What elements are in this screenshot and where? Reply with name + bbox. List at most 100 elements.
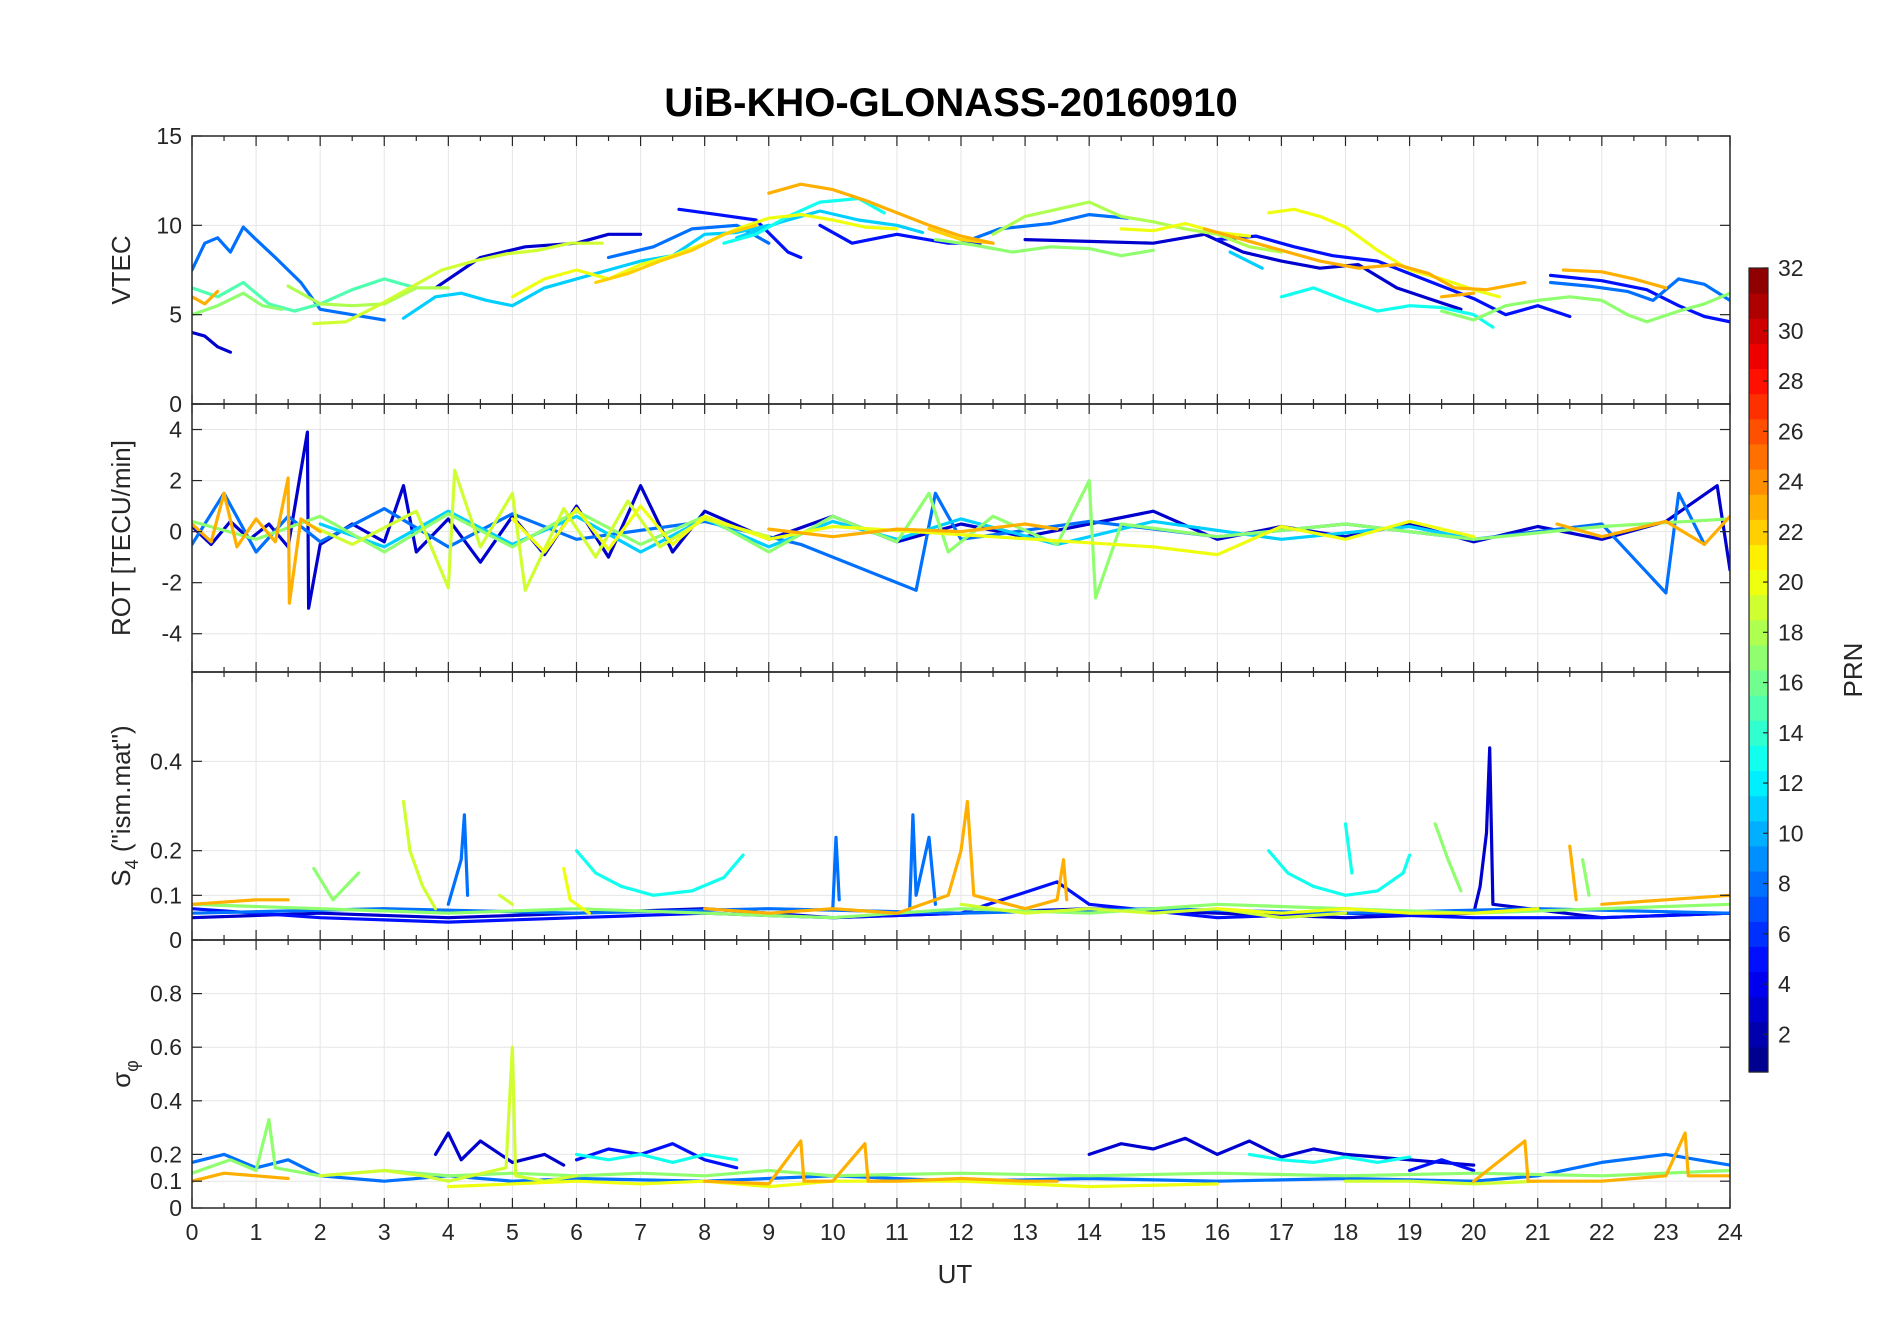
panel-vtec: 0 5 10 15 VTEC [106,123,1731,417]
colorbar-frame [1748,267,1769,1073]
series-line-prn-11 [401,223,771,320]
colorbar-swatch [1749,519,1768,545]
series-line-prn-5 [1408,1158,1476,1173]
colorbar-tick-label: 16 [1778,670,1804,696]
series-line-prn-17 [192,1118,1730,1178]
x-tick-label: 23 [1653,1219,1679,1245]
panel-sigma: 00.10.2 0.4 0.6 0.8 σφ [106,939,1731,1221]
x-tick-label: 7 [634,1219,647,1245]
x-tick-label: 1 [250,1219,263,1245]
series-line-prn-8 [192,907,1730,915]
y-tick-label: 0.1 [150,1168,182,1194]
series-line-prn-17 [1440,291,1730,324]
y-axis-label-vtec: VTEC [106,235,136,304]
colorbar-swatch [1749,845,1768,872]
colorbar-label: PRN [1838,643,1868,698]
series-line-prn-22 [594,223,758,285]
series-line-prn-8 [1549,277,1730,302]
colorbar-swatch [1749,268,1768,294]
series-line-prn-8 [908,813,937,911]
y-tick-label: 0 [169,927,182,953]
colorbar-swatch [1749,946,1768,973]
x-tick-label: 5 [506,1219,519,1245]
series-line-prn-19 [312,241,604,326]
y-tick-label: 0.2 [150,1141,182,1167]
y-tick-label: 0.4 [150,1088,182,1114]
series-line-prn-8 [192,225,386,322]
colorbar-swatch [1749,1021,1768,1048]
series-line-prn-3 [192,330,232,354]
series-line-prn-17 [933,238,1155,258]
x-tick-label: 17 [1269,1219,1295,1245]
colorbar-swatch [1749,343,1768,370]
series-line-prn-23 [192,289,220,306]
series-line-prn-19 [305,468,771,592]
series-line-prn-19 [1343,1179,1540,1186]
colorbar-tick-label: 18 [1778,619,1804,645]
colorbar-swatch [1749,695,1768,721]
series-line-prn-3 [1023,232,1463,311]
x-tick-label: 8 [698,1219,711,1245]
colorbar-swatch [1749,871,1768,897]
colorbar-swatch [1749,469,1768,495]
series-line-prn-8 [446,813,470,906]
series-line-prn-23 [192,1171,290,1183]
series-line-prn-19 [959,902,1348,920]
series-group-rot [192,430,1730,610]
series-line-prn-17 [192,291,284,317]
series-line-prn-23 [1440,291,1476,299]
series-line-prn-23 [192,476,322,605]
colorbar-swatch [1749,644,1768,671]
series-group-sigma [192,1045,1730,1189]
x-tick-label: 14 [1076,1219,1102,1245]
series-line-prn-19 [401,799,438,911]
colorbar-tick-label: 12 [1778,770,1804,796]
colorbar-swatch [1749,494,1768,520]
x-tick-label: 10 [820,1219,846,1245]
series-line-prn-20 [1267,207,1501,299]
panel-rot: -4 -2 0 2 4 ROT [TECU/min] [106,403,1731,673]
series-line-prn-13 [1279,286,1495,329]
colorbar-swatch [1749,1046,1768,1073]
x-tick-label: 15 [1140,1219,1166,1245]
colorbar-swatch [1749,971,1768,998]
x-tick-label: 2 [314,1219,327,1245]
colorbar-swatch [1749,795,1768,822]
series-line-prn-20 [1215,907,1540,915]
series-line-prn-20 [510,504,1476,557]
series-line-prn-17 [1581,858,1591,897]
series-line-prn-17 [312,866,361,902]
y-tick-label: 0.2 [150,838,182,864]
x-tick-label: 0 [186,1219,199,1245]
colorbar-swatch [1749,896,1768,922]
colorbar-tick-label: 8 [1778,871,1791,897]
y-tick-label: -4 [162,621,183,647]
series-line-prn-13 [1247,1152,1412,1164]
series-line-prn-23 [1561,268,1668,290]
colorbar-swatch [1749,569,1768,596]
colorbar-tick-label: 20 [1778,569,1804,595]
series-line-prn-23 [767,522,1059,539]
y-tick-label: 0.4 [150,748,182,774]
x-tick-label: 16 [1205,1219,1231,1245]
colorbar-swatch [1749,368,1768,395]
series-line-prn-23 [192,898,290,906]
series-group-vtec [192,182,1730,354]
colorbar-swatch [1749,318,1768,344]
colorbar-tick-label: 24 [1778,469,1804,495]
colorbar-swatch [1749,293,1768,319]
y-tick-label: -2 [162,570,182,596]
colorbar-tick-label: 4 [1778,971,1791,997]
y-tick-label: 0 [169,519,182,545]
x-tick-label: 24 [1717,1219,1743,1245]
series-line-prn-19 [318,1045,579,1183]
series-line-prn-3 [433,1131,566,1167]
colorbar-swatch [1749,996,1768,1023]
colorbar-tick-label: 14 [1778,720,1804,746]
y-tick-label: 0.8 [150,981,182,1007]
series-line-prn-15 [192,277,418,313]
series-line-prn-3 [192,746,1730,920]
series-group-s4 [192,746,1730,924]
